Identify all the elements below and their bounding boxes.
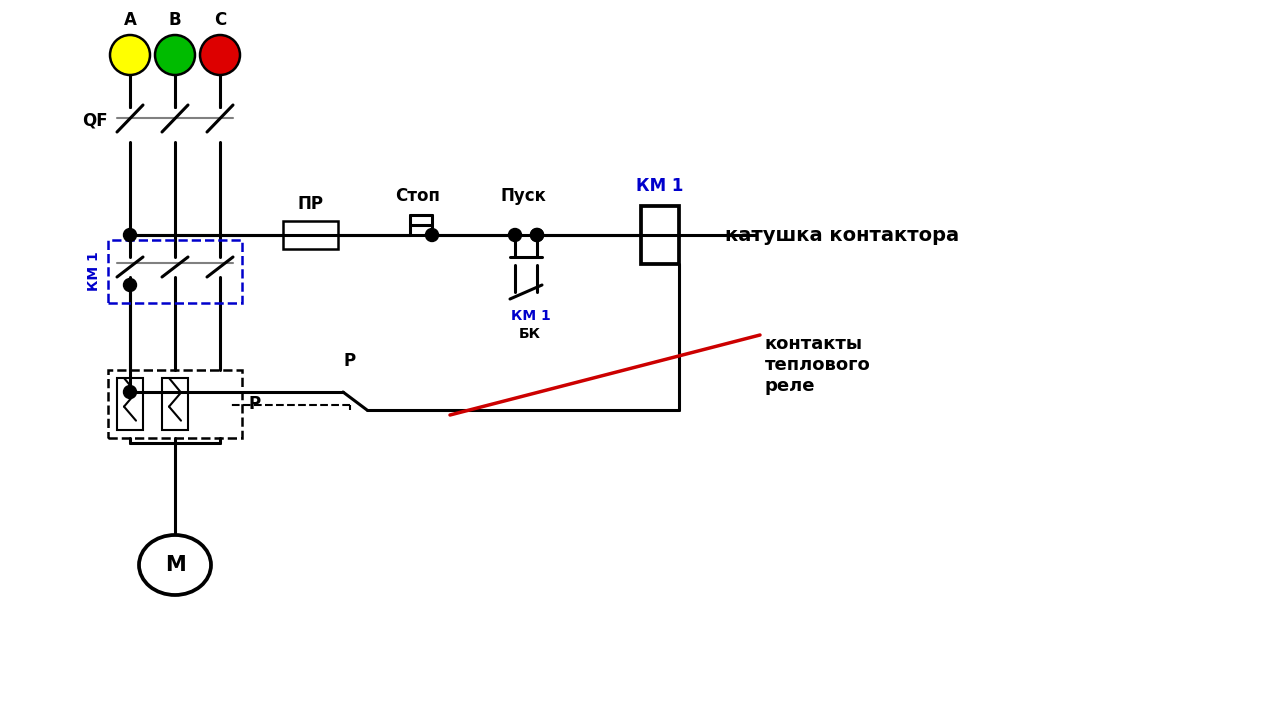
Circle shape — [425, 228, 439, 241]
Text: QF: QF — [82, 111, 108, 129]
Circle shape — [508, 228, 521, 241]
Circle shape — [123, 385, 137, 398]
Bar — [108, 370, 242, 438]
Circle shape — [123, 279, 137, 292]
Text: Р: Р — [344, 352, 356, 370]
Circle shape — [200, 35, 241, 75]
Text: Стоп: Стоп — [396, 187, 440, 205]
Circle shape — [110, 35, 150, 75]
Text: КМ 1: КМ 1 — [87, 251, 101, 292]
Text: катушка контактора: катушка контактора — [724, 225, 959, 245]
Text: A: A — [124, 11, 137, 29]
Text: C: C — [214, 11, 227, 29]
Bar — [641, 206, 678, 264]
Circle shape — [123, 228, 137, 241]
Text: контакты
теплового
реле: контакты теплового реле — [765, 336, 870, 395]
Text: КМ 1: КМ 1 — [636, 177, 684, 195]
Text: ПР: ПР — [297, 195, 323, 213]
Circle shape — [530, 228, 544, 241]
Bar — [116, 378, 143, 430]
Text: М: М — [165, 555, 186, 575]
Text: Р: Р — [248, 395, 260, 413]
Circle shape — [530, 228, 544, 241]
Bar — [108, 240, 242, 303]
Bar — [163, 378, 188, 430]
Text: КМ 1: КМ 1 — [511, 309, 550, 323]
Text: B: B — [169, 11, 182, 29]
Text: Пуск: Пуск — [500, 187, 547, 205]
Text: БК: БК — [518, 327, 541, 341]
Bar — [283, 221, 338, 249]
Circle shape — [155, 35, 195, 75]
